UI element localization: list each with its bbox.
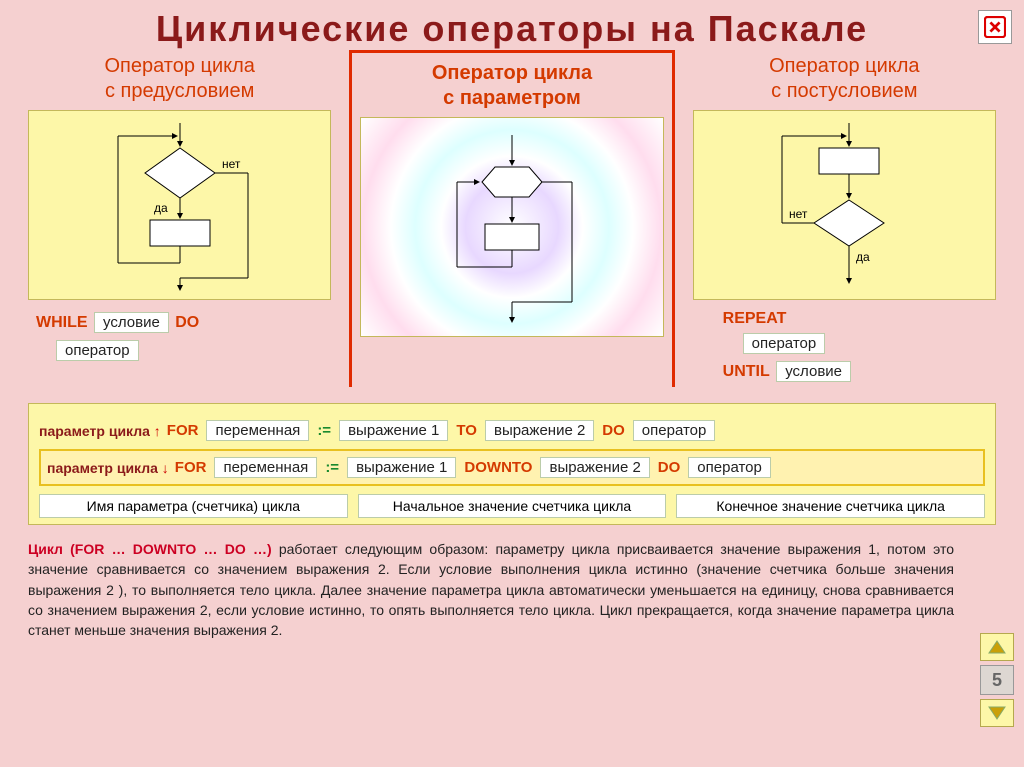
note-2: Начальное значение счетчика цикла — [358, 494, 667, 518]
syntax-while: WHILE условие DO оператор — [28, 310, 331, 363]
nav-page-number: 5 — [980, 665, 1014, 695]
kw-until: UNTIL — [723, 363, 770, 380]
kw-for: FOR — [167, 422, 199, 439]
kw-do: DO — [175, 314, 199, 331]
flowchart-for — [417, 127, 607, 327]
t: параметр цикла — [47, 460, 158, 476]
t: Оператор цикла — [769, 55, 919, 77]
flowchart-repeat: нет да — [744, 118, 944, 293]
description: Цикл (FOR … DOWNTO … DO …) работает след… — [28, 539, 954, 640]
tok-e1: выражение 1 — [347, 457, 456, 478]
label-no: нет — [222, 157, 241, 171]
flowchart-while: нет да — [80, 118, 280, 293]
note-3: Конечное значение счетчика цикла — [676, 494, 985, 518]
panel-parameter: Оператор цикла с параметром — [349, 50, 674, 387]
panel-title-left: Оператор цикла с предусловием — [28, 54, 331, 104]
tok-cond: условие — [94, 312, 169, 333]
diagram-while: нет да — [28, 110, 331, 300]
note-1: Имя параметра (счетчика) цикла — [39, 494, 348, 518]
syntax-repeat: REPEAT оператор UNTIL условие — [693, 310, 996, 384]
panel-precondition: Оператор цикла с предусловием нет да — [28, 54, 331, 387]
kw-downto: DOWNTO — [464, 459, 532, 476]
panel-postcondition: Оператор цикла с постусловием нет да REP… — [693, 54, 996, 387]
for-downto-row: параметр цикла ↓ FOR переменная := выраж… — [39, 449, 985, 486]
kw-do: DO — [602, 422, 625, 439]
tok-cond: условие — [776, 361, 851, 382]
tok-op: оператор — [56, 340, 139, 361]
kw-to: TO — [456, 422, 477, 439]
desc-lead: Цикл (FOR … DOWNTO … DO …) — [28, 541, 272, 557]
t: с предусловием — [105, 80, 254, 102]
arrow-up-icon: ↑ — [154, 423, 161, 439]
panels-row: Оператор цикла с предусловием нет да — [0, 54, 1024, 387]
for-block: параметр цикла ↑ FOR переменная := выраж… — [28, 403, 996, 525]
triangle-up-icon — [988, 640, 1006, 654]
panel-title-mid: Оператор цикла с параметром — [360, 61, 663, 111]
kw-repeat: REPEAT — [723, 310, 787, 327]
assign: := — [317, 422, 331, 439]
tok-var: переменная — [214, 457, 317, 478]
nav: 5 — [980, 633, 1014, 727]
close-icon — [984, 16, 1006, 38]
label-yes: да — [856, 250, 870, 264]
diagram-repeat: нет да — [693, 110, 996, 300]
nav-prev-button[interactable] — [980, 633, 1014, 661]
kw-while: WHILE — [36, 314, 88, 331]
for-notes: Имя параметра (счетчика) цикла Начальное… — [39, 494, 985, 518]
t: Оператор цикла — [104, 55, 254, 77]
close-button[interactable] — [978, 10, 1012, 44]
t: Оператор цикла — [432, 62, 592, 84]
t: параметр цикла — [39, 423, 150, 439]
panel-title-right: Оператор цикла с постусловием — [693, 54, 996, 104]
t: с постусловием — [771, 80, 917, 102]
tok-var: переменная — [206, 420, 309, 441]
tok-e1: выражение 1 — [339, 420, 448, 441]
arrow-down-icon: ↓ — [162, 460, 169, 476]
tok-op: оператор — [743, 333, 826, 354]
triangle-down-icon — [988, 706, 1006, 720]
page-title: Циклические операторы на Паскале — [0, 0, 1024, 54]
tok-e2: выражение 2 — [540, 457, 649, 478]
tok-e2: выражение 2 — [485, 420, 594, 441]
kw-do: DO — [658, 459, 681, 476]
tok-op: оператор — [688, 457, 771, 478]
diagram-for — [360, 117, 663, 337]
assign: := — [325, 459, 339, 476]
kw-for: FOR — [175, 459, 207, 476]
nav-next-button[interactable] — [980, 699, 1014, 727]
label-yes: да — [154, 201, 168, 215]
label-no: нет — [789, 207, 808, 221]
t: с параметром — [443, 87, 581, 109]
tok-op: оператор — [633, 420, 716, 441]
for-to-row: параметр цикла ↑ FOR переменная := выраж… — [39, 418, 985, 443]
